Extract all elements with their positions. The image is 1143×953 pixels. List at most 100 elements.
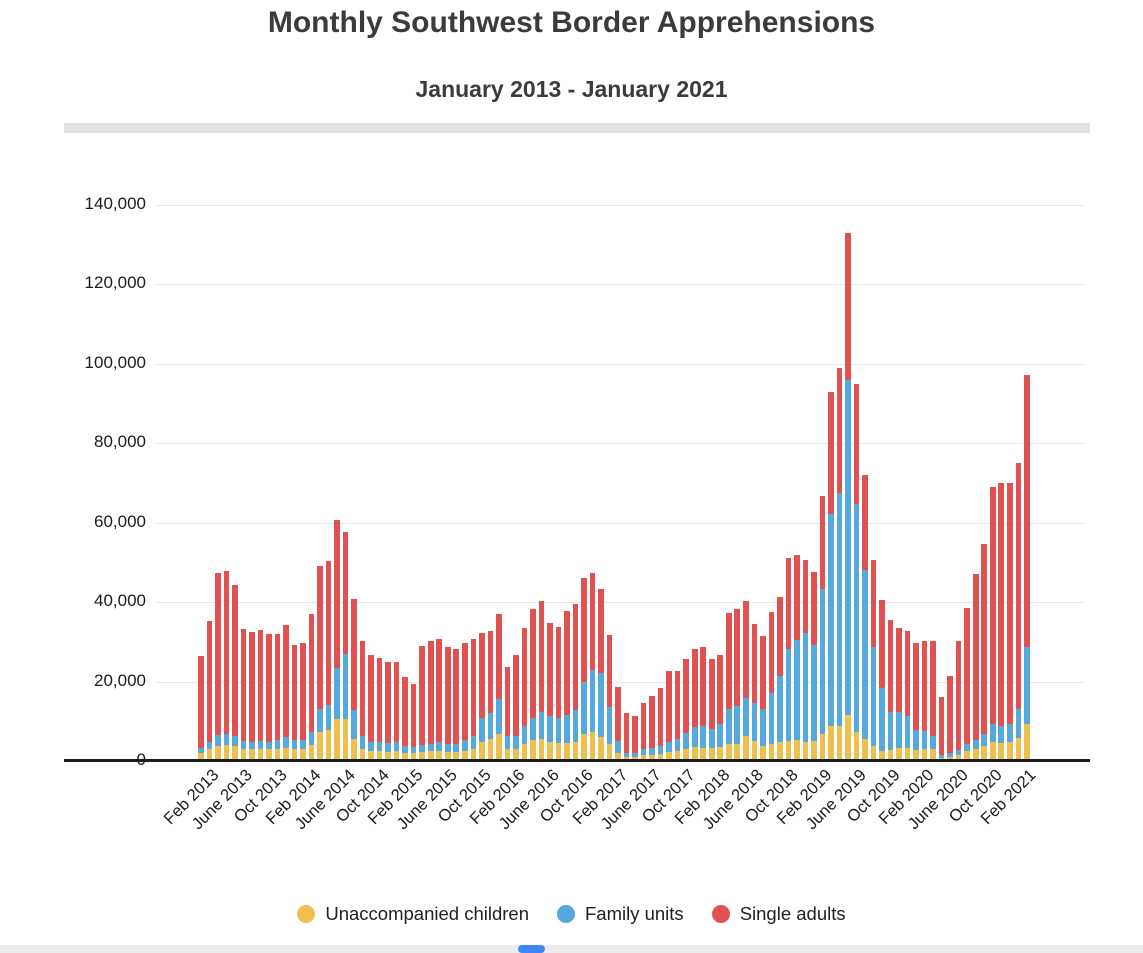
bar-aug-2015 [461, 642, 468, 761]
bar-segment [555, 742, 562, 761]
bar-segment [811, 740, 817, 761]
legend-label: Unaccompanied children [325, 903, 529, 924]
bar-segment [717, 654, 724, 725]
bar-segment [760, 636, 766, 709]
bar-segment [496, 698, 502, 734]
bar-segment [479, 717, 485, 742]
bar-segment [836, 493, 843, 726]
gridline [156, 443, 1085, 445]
bar-segment [470, 749, 477, 761]
bar-feb-2018 [717, 654, 724, 761]
bar-segment [700, 747, 707, 761]
bar-segment [444, 744, 451, 753]
bar-segment [427, 751, 434, 761]
bar-segment [819, 495, 826, 590]
bar-segment [785, 558, 792, 650]
bar-segment [708, 729, 715, 749]
bar-segment [368, 654, 374, 743]
bar-segment [700, 646, 707, 726]
bar-june-2015 [444, 646, 451, 761]
bar-segment [257, 629, 264, 742]
bar-segment [223, 570, 230, 735]
bar-segment [725, 613, 732, 709]
bar-segment [419, 752, 425, 761]
bar-june-2013 [240, 628, 247, 761]
bar-oct-2020 [989, 486, 996, 761]
bar-dec-2015 [496, 613, 502, 761]
bar-segment [291, 739, 298, 749]
bar-segment [717, 747, 724, 761]
bar-segment [785, 649, 792, 742]
bar-jan-2019 [811, 571, 817, 761]
bar-segment [257, 741, 264, 750]
bar-segment [385, 662, 391, 744]
bar-segment [964, 743, 970, 752]
bar-segment [291, 748, 298, 761]
y-tick-label: 120,000 [84, 273, 146, 293]
bar-segment [249, 749, 255, 761]
gridline [156, 284, 1085, 286]
bar-segment [317, 732, 323, 761]
bar-segment [215, 735, 221, 746]
bar-segment [836, 367, 843, 494]
bar-segment [325, 730, 332, 761]
bar-segment [989, 486, 996, 725]
bar-apr-2020 [938, 696, 945, 761]
bar-segment [479, 632, 485, 718]
bar-segment [1024, 723, 1030, 761]
bar-segment [785, 741, 792, 761]
bar-segment [751, 703, 758, 741]
bar-segment [989, 724, 996, 743]
bar-segment [870, 559, 877, 648]
bar-segment [972, 740, 979, 750]
bar-july-2020 [964, 608, 970, 761]
bar-segment [419, 745, 425, 753]
bar-july-2014 [351, 598, 357, 761]
gridline [156, 602, 1085, 604]
legend-label: Family units [584, 903, 684, 924]
bar-segment [981, 746, 988, 761]
bar-segment [444, 646, 451, 745]
bar-segment [393, 741, 400, 752]
bar-segment [760, 745, 766, 761]
bar-aug-2018 [768, 612, 775, 761]
bar-segment [232, 745, 238, 761]
bar-segment [947, 753, 953, 758]
bar-segment [930, 749, 936, 761]
bar-segment [794, 739, 800, 761]
bar-segment [547, 716, 553, 743]
bar-segment [683, 659, 689, 733]
bar-july-2013 [249, 632, 255, 761]
bar-segment [853, 383, 860, 504]
bar-segment [547, 622, 553, 717]
bar-segment [479, 741, 485, 761]
bar-segment [802, 633, 809, 743]
y-tick-label: 140,000 [84, 194, 146, 213]
bar-segment [240, 748, 247, 761]
bar-segment [223, 734, 230, 746]
bar-segment [921, 730, 928, 750]
bar-feb-2014 [308, 613, 315, 761]
bar-segment [708, 748, 715, 761]
bar-segment [615, 687, 621, 742]
bar-segment [266, 633, 272, 742]
bar-may-2014 [334, 519, 340, 761]
bar-mar-2017 [623, 712, 630, 761]
bar-segment [385, 751, 391, 761]
bar-segment [206, 742, 213, 750]
bar-dec-2017 [700, 646, 707, 761]
bar-segment [743, 697, 749, 736]
bar-segment [572, 709, 579, 742]
bar-segment [708, 658, 715, 730]
bar-jan-2016 [504, 666, 511, 761]
bar-segment [513, 654, 519, 737]
bar-mar-2015 [419, 646, 425, 761]
bar-segment [402, 746, 408, 753]
bar-segment [436, 751, 443, 761]
bar-aug-2013 [257, 629, 264, 761]
horizontal-scrollbar[interactable] [0, 945, 1143, 953]
bar-segment [555, 626, 562, 718]
legend-dot-single-adults-icon [711, 905, 730, 923]
scrollbar-thumb[interactable] [518, 945, 545, 953]
bar-segment [904, 748, 911, 761]
